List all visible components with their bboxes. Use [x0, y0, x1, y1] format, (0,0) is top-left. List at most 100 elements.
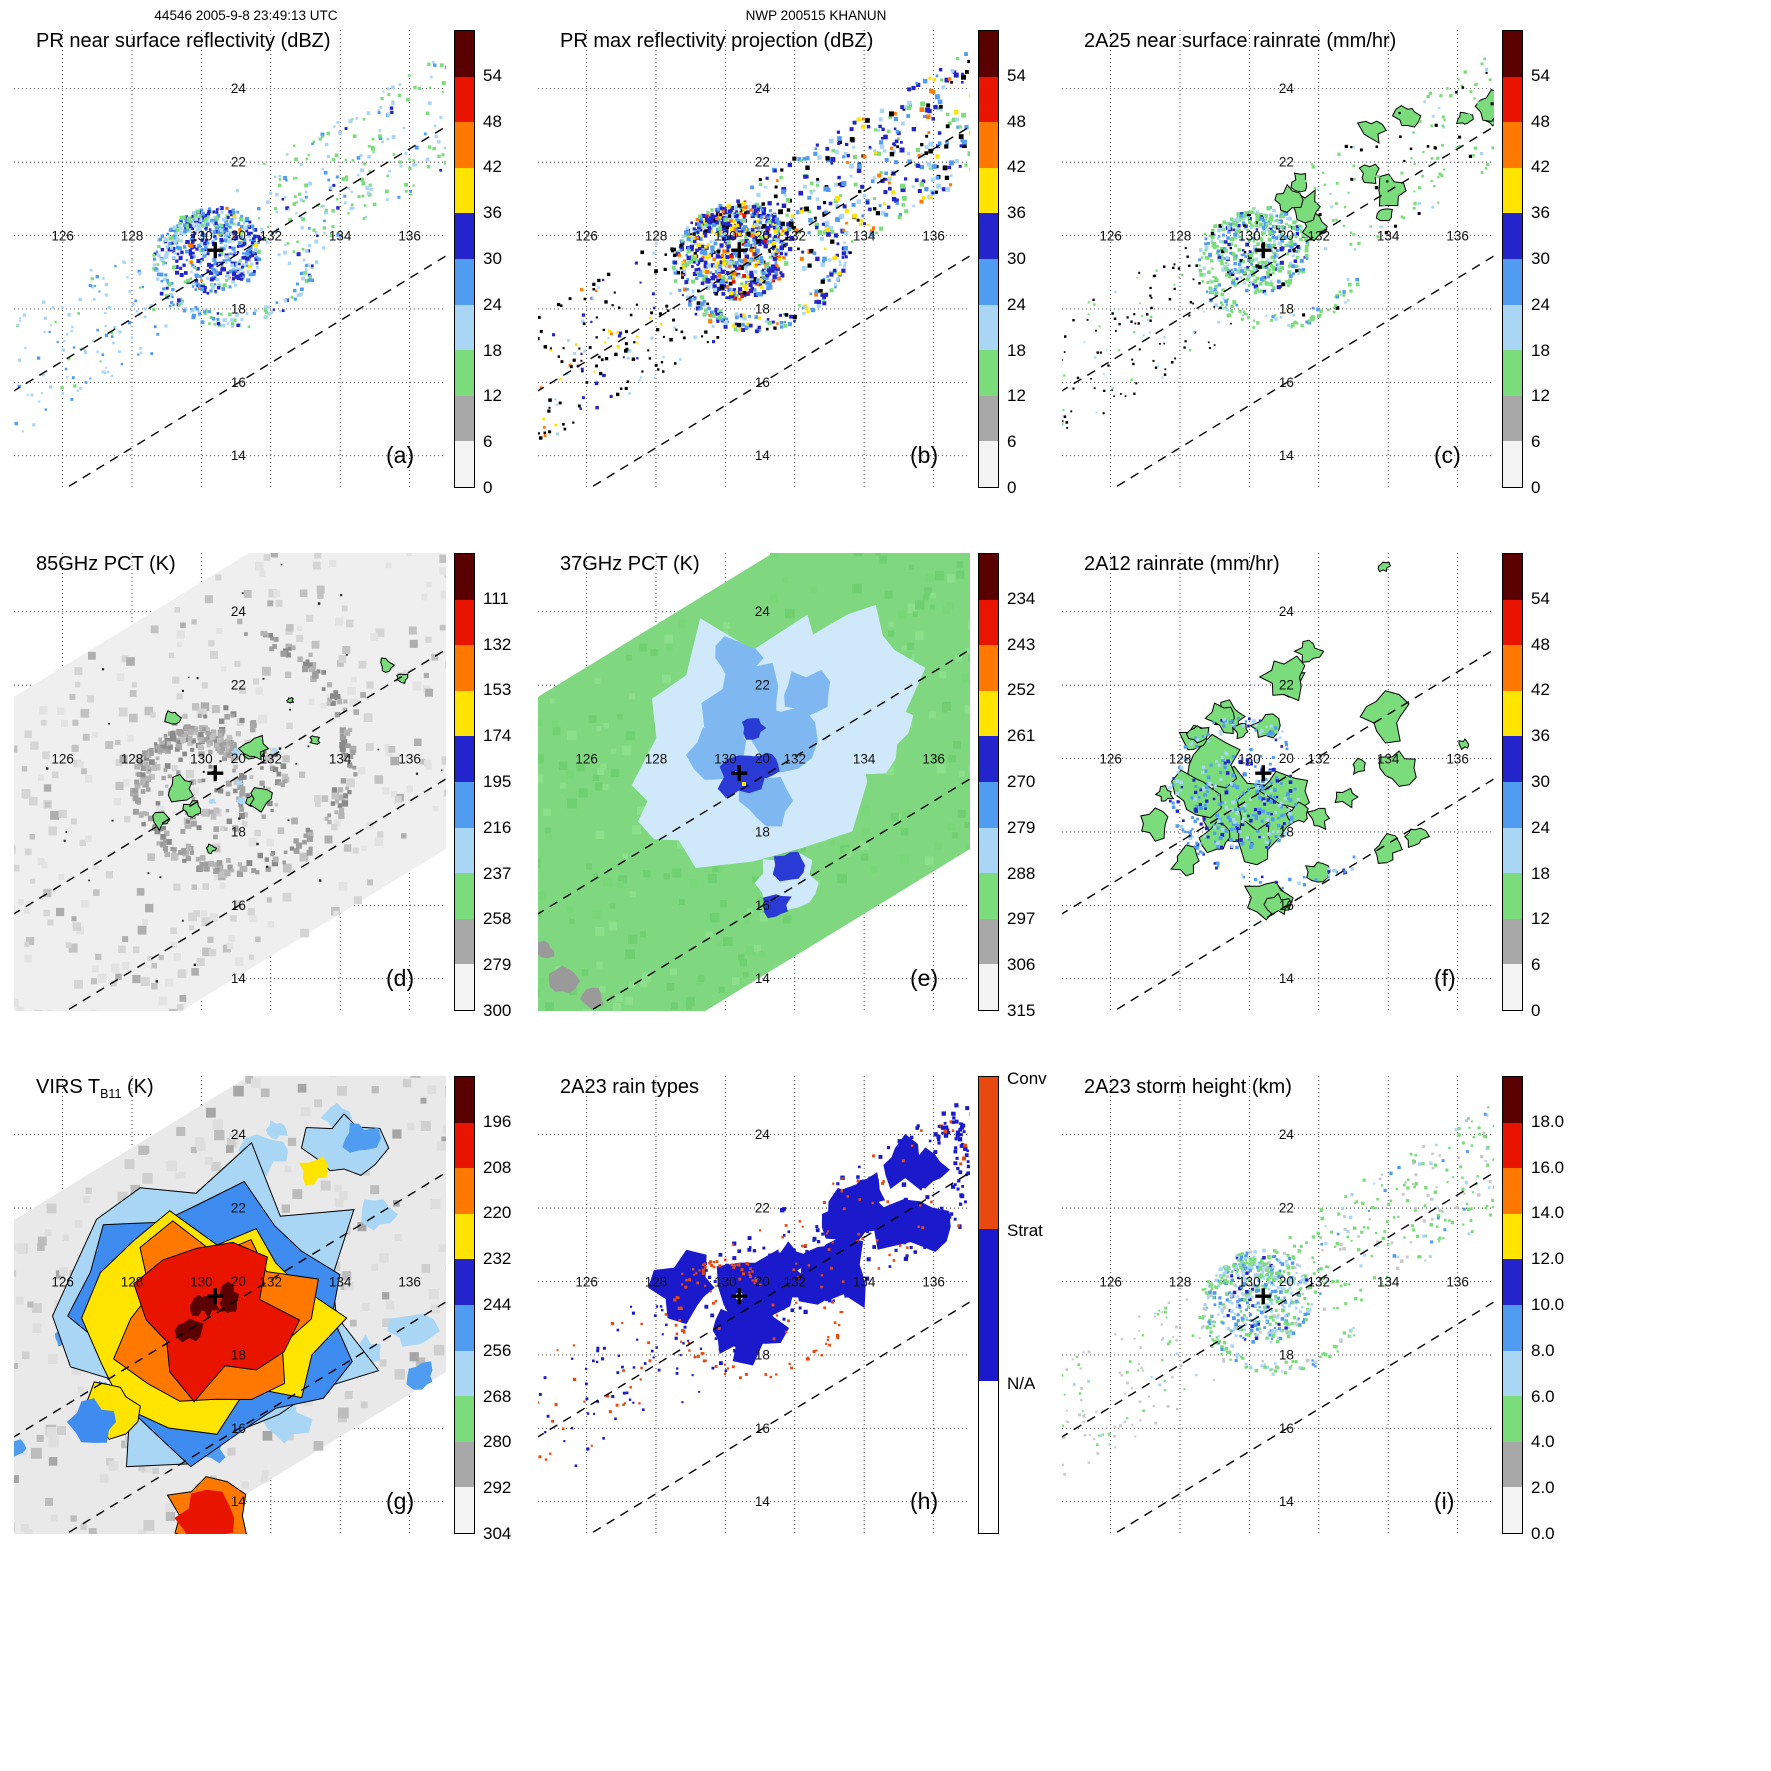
speck — [691, 289, 695, 293]
speck — [894, 139, 899, 144]
speck — [810, 307, 814, 312]
speck — [222, 247, 226, 251]
speck — [784, 228, 788, 232]
speck — [168, 652, 175, 659]
speck — [1140, 314, 1143, 317]
speck — [291, 645, 296, 651]
speck — [765, 273, 770, 278]
speck — [149, 751, 154, 756]
speck — [1118, 322, 1121, 326]
speck — [179, 298, 183, 302]
speck — [289, 708, 291, 711]
speck — [823, 293, 828, 298]
speck — [363, 204, 367, 207]
speck — [732, 275, 736, 279]
speck — [128, 289, 132, 293]
speck — [220, 223, 224, 228]
speck — [805, 165, 810, 170]
speck — [181, 734, 186, 739]
speck — [1347, 282, 1352, 287]
speck — [103, 371, 107, 374]
colorbar-tick-label: 258 — [483, 909, 512, 929]
speck — [153, 325, 157, 329]
speck — [1233, 268, 1237, 272]
speck — [322, 226, 326, 230]
speck — [789, 314, 793, 318]
speck — [593, 282, 596, 286]
speck — [1245, 313, 1248, 316]
speck — [776, 267, 780, 271]
speck — [688, 259, 694, 264]
speck — [737, 266, 742, 270]
speck — [764, 269, 769, 274]
speck — [761, 273, 765, 278]
speck — [1276, 279, 1281, 284]
speck — [187, 220, 190, 223]
speck — [1208, 254, 1212, 258]
speck — [824, 220, 830, 226]
speck — [173, 883, 181, 891]
speck — [947, 165, 952, 170]
lat-label: 16 — [231, 898, 246, 913]
speck — [1241, 249, 1245, 252]
speck — [1264, 215, 1268, 219]
speck — [1306, 257, 1309, 260]
speck — [201, 682, 208, 689]
speck — [543, 434, 547, 438]
speck — [805, 156, 810, 161]
speck — [798, 304, 801, 307]
speck — [89, 377, 92, 380]
speck — [414, 145, 419, 150]
speck — [1287, 270, 1292, 275]
speck — [270, 808, 274, 813]
map-blob — [380, 657, 396, 674]
speck — [786, 208, 791, 212]
speck — [841, 181, 847, 186]
speck — [265, 866, 271, 872]
speck — [195, 856, 201, 862]
speck — [200, 702, 210, 711]
speck — [155, 801, 161, 806]
speck — [752, 210, 757, 216]
speck — [752, 204, 757, 209]
speck — [568, 297, 572, 301]
speck — [830, 161, 834, 165]
speck — [597, 278, 601, 283]
speck — [173, 239, 177, 244]
speck — [1235, 223, 1238, 227]
speck — [427, 145, 432, 149]
speck — [179, 230, 184, 235]
speck — [752, 248, 756, 252]
speck — [110, 374, 114, 378]
speck — [1279, 214, 1283, 219]
speck — [90, 277, 94, 281]
speck — [348, 764, 353, 769]
speck — [135, 797, 142, 804]
speck — [96, 350, 99, 353]
speck — [548, 398, 552, 402]
speck — [707, 224, 711, 227]
speck — [679, 244, 684, 249]
speck — [101, 370, 105, 374]
speck — [873, 197, 876, 200]
speck — [166, 839, 172, 845]
speck — [1369, 225, 1372, 228]
speck — [673, 326, 676, 330]
speck — [166, 232, 170, 236]
speck — [150, 712, 156, 718]
speck — [1244, 224, 1248, 228]
speck — [756, 260, 761, 265]
speck — [367, 155, 371, 159]
speck — [310, 265, 314, 269]
speck — [820, 262, 825, 268]
speck — [844, 255, 848, 259]
speck — [674, 362, 677, 365]
speck — [255, 256, 259, 259]
speck — [1259, 217, 1263, 221]
speck — [335, 799, 339, 804]
speck — [1468, 154, 1473, 158]
speck — [802, 208, 806, 212]
speck — [122, 936, 129, 943]
speck — [928, 148, 933, 154]
speck — [110, 963, 120, 973]
